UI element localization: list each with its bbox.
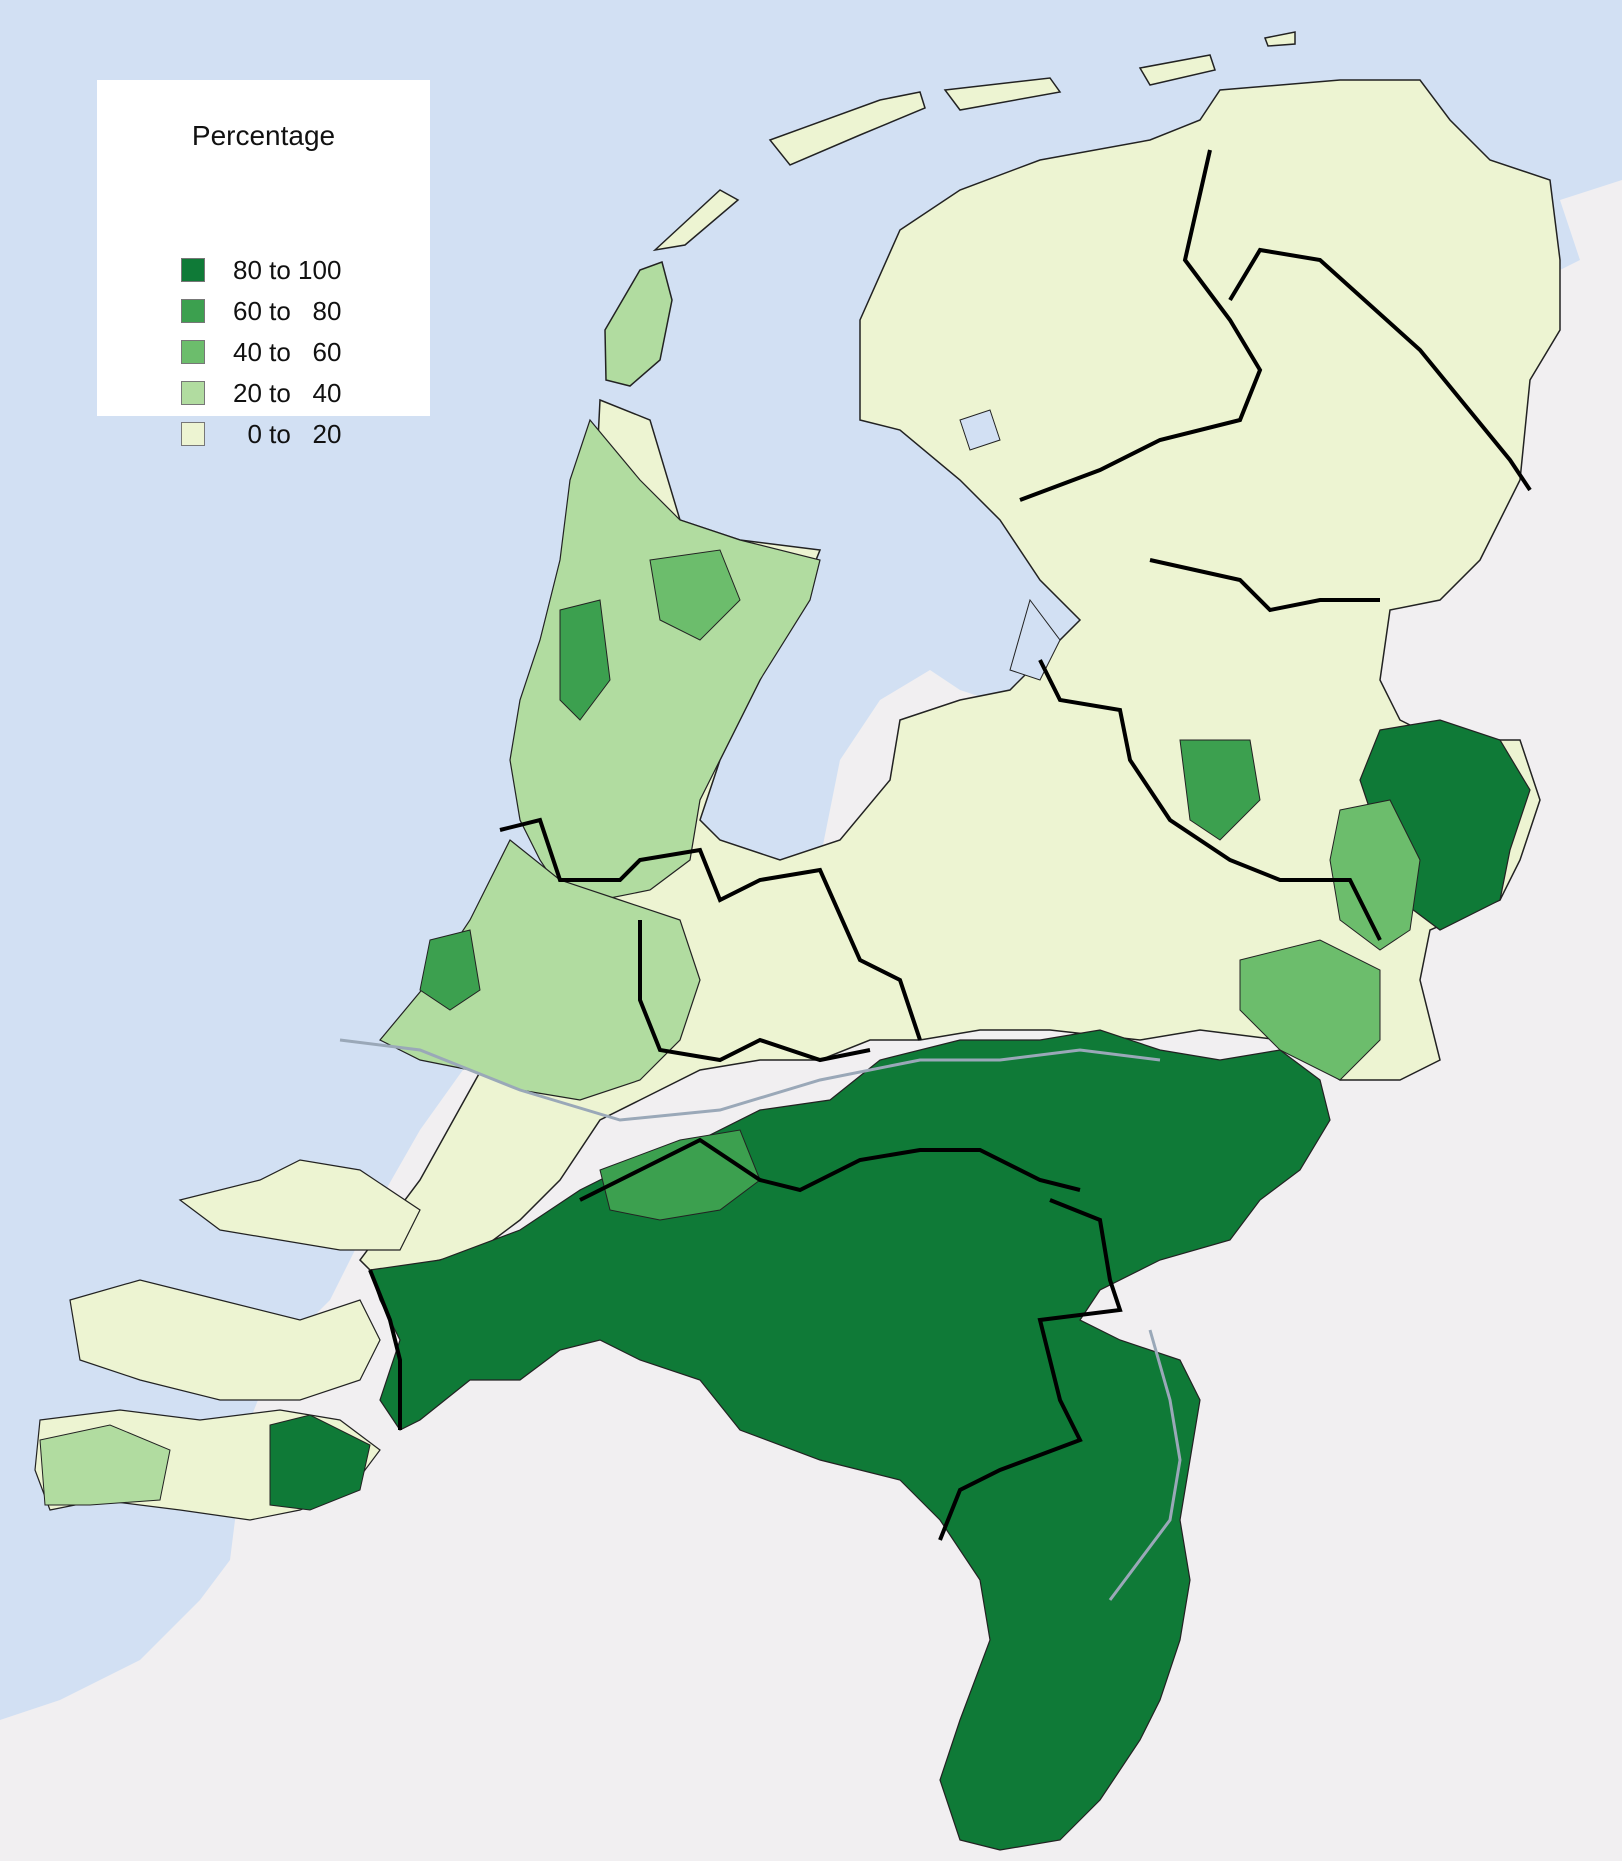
legend-item: 80 to 100 <box>181 254 342 285</box>
zone-south-dark <box>369 1029 1331 1851</box>
province-border-drenthe-overijssel <box>1149 558 1380 613</box>
legend-label: 20 to 40 <box>233 377 342 408</box>
province-border-brabant-limburg <box>938 1198 1123 1541</box>
legend-label: 40 to 60 <box>233 336 342 367</box>
province-border-groningen-drenthe <box>1228 247 1532 492</box>
province-border-friesland-groningen <box>1019 149 1263 502</box>
river-rhine <box>339 1038 1161 1122</box>
island-ameland <box>943 77 1062 111</box>
province-border-flevoland <box>1038 659 1382 941</box>
province-border-holland-brabant <box>579 1137 1081 1202</box>
province-border-zeeland-brabant <box>368 1269 402 1430</box>
legend-swatch <box>181 381 205 405</box>
zone-zeeland-southeast-green <box>269 1414 371 1511</box>
zone-south-holland <box>379 839 701 1101</box>
island-terschelling <box>768 91 926 166</box>
zone-achterhoek <box>1239 939 1381 1081</box>
river-maas <box>1108 1329 1182 1601</box>
zone-south-holland-dark <box>419 929 481 1011</box>
legend-item: 60 to 80 <box>181 295 342 326</box>
legend-title: Percentage <box>191 120 336 151</box>
island-schiermonnikoog <box>1138 54 1216 86</box>
map-legend: Percentage 80 to 100 60 to 80 40 to 60 2… <box>97 80 430 449</box>
legend-swatch <box>181 340 205 364</box>
province-border-utrecht-gelderland <box>638 920 871 1063</box>
zone-north-holland-dark <box>559 599 611 721</box>
legend-swatch <box>181 258 205 282</box>
zone-zeeland-southwest-green <box>39 1424 171 1506</box>
legend-swatch <box>181 299 205 323</box>
zone-north-holland <box>509 418 821 901</box>
legend-item: 0 to 20 <box>181 418 342 449</box>
zone-twente-mid <box>1329 799 1421 951</box>
zone-north-holland-mid <box>649 549 741 641</box>
legend-label: 80 to 100 <box>233 254 342 285</box>
island-vlieland <box>652 189 740 252</box>
zone-overijssel-mid <box>1179 739 1261 841</box>
legend-label: 0 to 20 <box>233 418 342 449</box>
legend-item: 20 to 40 <box>181 377 342 408</box>
legend-item: 40 to 60 <box>181 336 342 367</box>
legend-label: 60 to 80 <box>233 295 342 326</box>
zone-zeeland-mid <box>69 1279 381 1401</box>
province-border-holland-utrecht <box>499 817 922 1041</box>
zone-zeeland-north <box>178 1159 421 1251</box>
lake-ijsselmeer-shore <box>1009 598 1061 681</box>
island-rottum <box>1263 31 1296 47</box>
island-texel <box>604 261 673 387</box>
lake-friesland <box>959 409 1001 451</box>
legend-swatch <box>181 422 205 446</box>
